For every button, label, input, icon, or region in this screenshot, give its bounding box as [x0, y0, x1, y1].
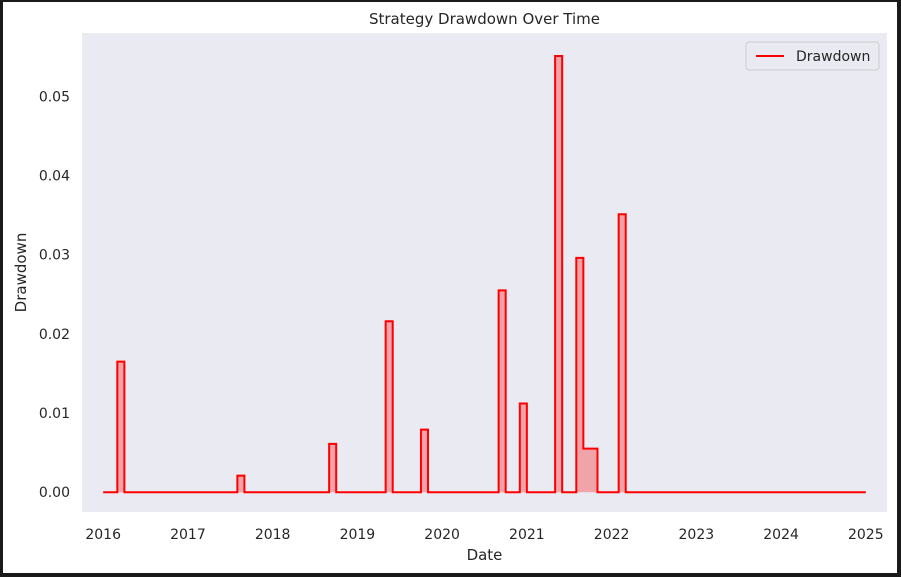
- x-tick-label: 2022: [594, 527, 630, 543]
- y-tick-label: 0.02: [39, 327, 70, 343]
- x-tick-label: 2018: [255, 527, 291, 543]
- chart-figure: 2016 2017 2018 2019 2020 2021 2022 2023 2024 2025…: [3, 2, 897, 573]
- x-tick-label: 2024: [763, 527, 799, 543]
- drawdown-chart: 2016 2017 2018 2019 2020 2021 2022 2023 2024 2025…: [12, 10, 887, 564]
- legend-box: [745, 41, 880, 71]
- chart-title: Strategy Drawdown Over Time: [369, 10, 600, 28]
- plot-area: [82, 33, 887, 512]
- x-tick-label: 2021: [509, 527, 545, 543]
- x-axis-label: Date: [467, 546, 503, 564]
- y-tick-label: 0.04: [39, 169, 70, 185]
- drawdown-line: [103, 54, 866, 494]
- y-tick-label: 0.05: [39, 89, 70, 105]
- legend: Drawdown: [745, 41, 880, 71]
- y-axis-label: Drawdown: [12, 233, 30, 313]
- x-tick-label: 2016: [85, 527, 121, 543]
- y-tick-label: 0.01: [39, 406, 70, 422]
- x-tick-label: 2017: [170, 527, 206, 543]
- x-tick-label: 2020: [424, 527, 460, 543]
- x-tick-label: 2023: [679, 527, 715, 543]
- y-tick-label: 0.00: [39, 485, 70, 501]
- x-tick-label: 2025: [848, 527, 884, 543]
- legend-label-drawdown: Drawdown: [796, 49, 870, 65]
- x-tick-label: 2019: [340, 527, 376, 543]
- y-tick-label: 0.03: [39, 248, 70, 264]
